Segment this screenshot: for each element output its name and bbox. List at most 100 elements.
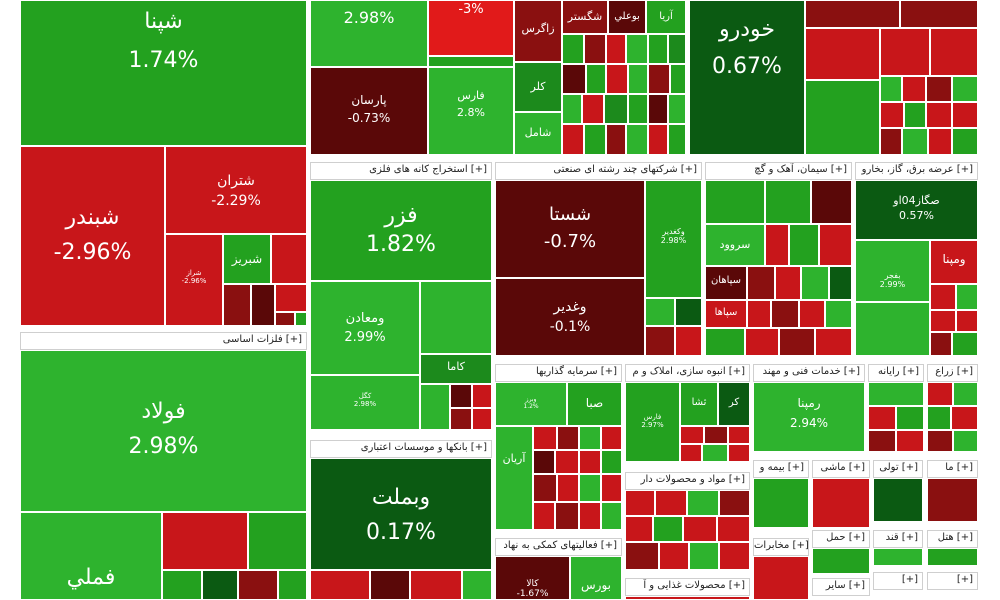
treemap-tile[interactable] <box>601 426 622 450</box>
treemap-tile[interactable] <box>812 478 870 528</box>
treemap-tile[interactable]: وکغدير 2.98% <box>645 180 702 298</box>
treemap-tile[interactable] <box>562 124 584 155</box>
treemap-tile[interactable] <box>779 328 815 356</box>
treemap-tile[interactable]: شامل <box>514 112 562 155</box>
treemap-tile[interactable] <box>930 332 952 356</box>
sector-header[interactable]: [+] <box>873 572 923 590</box>
treemap-tile[interactable] <box>472 408 492 430</box>
sector-header[interactable]: مواد و محصولات دار [+] <box>625 472 750 490</box>
treemap-tile[interactable] <box>902 76 926 102</box>
treemap-tile[interactable] <box>628 64 648 94</box>
sector-header[interactable]: خدمات فنی و مهند [+] <box>753 364 865 382</box>
treemap-tile[interactable] <box>562 94 582 124</box>
treemap-tile[interactable] <box>579 426 601 450</box>
treemap-tile[interactable] <box>450 408 472 430</box>
treemap-tile[interactable] <box>753 478 809 528</box>
sector-header[interactable]: رایانه [+] <box>868 364 924 382</box>
treemap-tile[interactable] <box>775 266 801 300</box>
treemap-tile[interactable] <box>927 382 953 406</box>
treemap-tile[interactable] <box>645 298 675 326</box>
treemap-tile[interactable] <box>705 328 745 356</box>
treemap-tile[interactable] <box>815 328 852 356</box>
treemap-tile[interactable]: -3% <box>428 0 514 56</box>
treemap-tile[interactable] <box>930 284 956 310</box>
treemap-tile[interactable] <box>805 0 900 28</box>
treemap-tile[interactable] <box>533 474 557 502</box>
treemap-tile[interactable] <box>868 430 896 452</box>
treemap-tile[interactable] <box>668 94 686 124</box>
treemap-tile[interactable] <box>926 76 952 102</box>
treemap-tile[interactable]: صگاز04او 0.57% <box>855 180 978 240</box>
sector-header[interactable]: سایر [+] <box>812 578 870 596</box>
treemap-tile[interactable]: سپاهان <box>705 266 747 300</box>
treemap-tile[interactable] <box>668 124 686 155</box>
treemap-tile[interactable] <box>900 0 978 28</box>
treemap-tile[interactable] <box>202 570 238 600</box>
treemap-tile[interactable] <box>930 310 956 332</box>
treemap-tile[interactable] <box>902 128 928 155</box>
sector-header[interactable]: هتل [+] <box>927 530 978 548</box>
treemap-tile[interactable]: سپاها <box>705 300 747 328</box>
treemap-tile[interactable]: وبرز 1.2% <box>495 382 567 426</box>
treemap-tile[interactable] <box>675 326 702 356</box>
treemap-tile[interactable] <box>555 450 579 474</box>
treemap-tile[interactable] <box>765 224 789 266</box>
treemap-tile[interactable] <box>601 502 622 530</box>
treemap-tile[interactable] <box>555 502 579 530</box>
treemap-tile[interactable]: وغدير -0.1% <box>495 278 645 356</box>
treemap-tile[interactable] <box>904 102 926 128</box>
treemap-tile[interactable] <box>928 128 952 155</box>
treemap-tile[interactable]: فزر 1.82% <box>310 180 492 281</box>
treemap-tile[interactable] <box>223 284 251 326</box>
sector-header[interactable]: زراع [+] <box>927 364 978 382</box>
treemap-tile[interactable]: کلر <box>514 62 562 112</box>
treemap-tile[interactable] <box>728 426 750 444</box>
treemap-tile[interactable] <box>295 312 307 326</box>
sector-header[interactable]: عرضه برق، گاز، بخارو [+] <box>855 162 978 180</box>
treemap-tile[interactable] <box>719 542 750 570</box>
treemap-tile[interactable] <box>687 490 719 516</box>
treemap-tile[interactable]: شبندر -2.96% <box>20 146 165 326</box>
treemap-tile[interactable] <box>930 28 978 76</box>
treemap-tile[interactable] <box>248 512 307 570</box>
treemap-tile[interactable] <box>825 300 852 328</box>
treemap-tile[interactable] <box>462 570 492 600</box>
treemap-tile[interactable] <box>880 102 904 128</box>
treemap-tile[interactable] <box>855 302 930 356</box>
treemap-tile[interactable]: شتران -2.29% <box>165 146 307 234</box>
treemap-tile[interactable] <box>771 300 799 328</box>
treemap-tile[interactable] <box>927 430 953 452</box>
treemap-tile[interactable] <box>801 266 829 300</box>
treemap-tile[interactable] <box>626 34 648 64</box>
treemap-tile[interactable] <box>668 34 686 64</box>
treemap-tile[interactable] <box>680 426 704 444</box>
treemap-tile[interactable] <box>683 516 717 542</box>
treemap-tile[interactable] <box>606 34 626 64</box>
treemap-tile[interactable] <box>579 450 601 474</box>
treemap-tile[interactable] <box>789 224 819 266</box>
treemap-tile[interactable] <box>873 478 923 522</box>
treemap-tile[interactable] <box>278 570 307 600</box>
treemap-tile[interactable] <box>275 284 307 312</box>
sector-header[interactable]: فلزات اساسی [+] <box>20 332 307 350</box>
treemap-tile[interactable] <box>626 124 648 155</box>
treemap-tile[interactable] <box>557 426 579 450</box>
sector-header[interactable]: شرکتهای چند رشته ای صنعتی [+] <box>495 162 702 180</box>
treemap-tile[interactable] <box>956 284 978 310</box>
treemap-tile[interactable] <box>896 430 924 452</box>
treemap-tile[interactable] <box>927 406 951 430</box>
treemap-tile[interactable] <box>601 474 622 502</box>
treemap-tile[interactable]: فملي <box>20 512 162 600</box>
treemap-tile[interactable]: 2.98% <box>310 0 428 67</box>
treemap-tile[interactable]: کر <box>718 382 750 426</box>
treemap-tile[interactable] <box>648 64 670 94</box>
treemap-tile[interactable] <box>648 124 668 155</box>
treemap-tile[interactable] <box>604 94 628 124</box>
treemap-tile[interactable] <box>880 28 930 76</box>
treemap-tile[interactable] <box>162 570 202 600</box>
treemap-tile[interactable] <box>747 300 771 328</box>
treemap-tile[interactable]: وبملت 0.17% <box>310 458 492 570</box>
treemap-tile[interactable] <box>625 516 653 542</box>
treemap-tile[interactable] <box>533 426 557 450</box>
treemap-tile[interactable] <box>533 450 555 474</box>
